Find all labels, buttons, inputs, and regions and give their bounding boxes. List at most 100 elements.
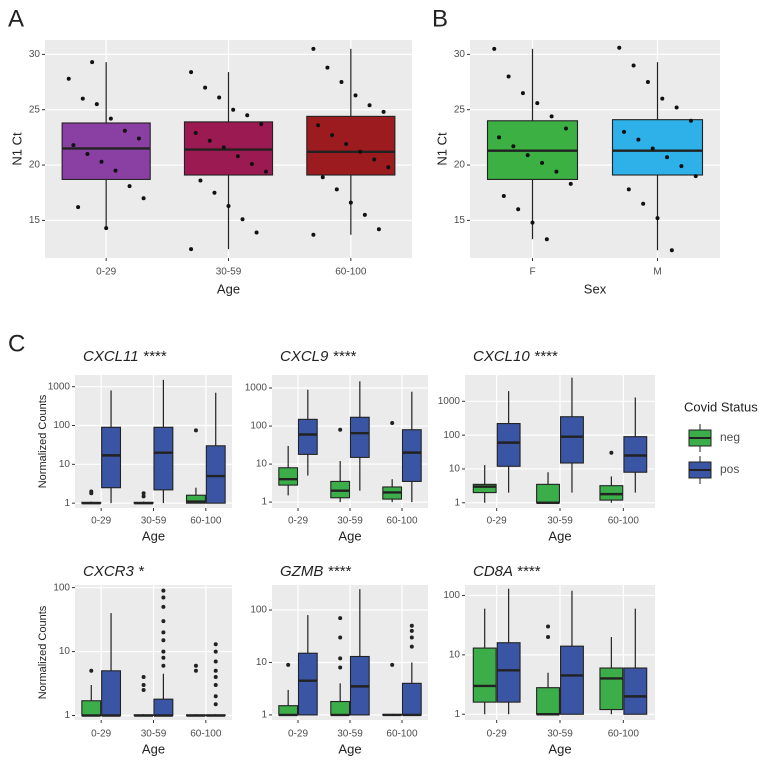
outlier xyxy=(161,619,166,624)
outlier xyxy=(213,675,218,680)
box xyxy=(330,700,351,716)
outlier xyxy=(161,663,166,668)
x-tick-label: 0-29 xyxy=(487,516,507,527)
outlier xyxy=(390,662,395,667)
jitter-point xyxy=(122,128,127,133)
y-tick-label: 10 xyxy=(449,464,461,475)
outlier xyxy=(213,659,218,664)
x-tick-label: 30-59 xyxy=(337,729,363,740)
jitter-point xyxy=(362,212,367,217)
jitter-point xyxy=(568,181,573,186)
x-axis-title: Age xyxy=(142,528,165,543)
outlier xyxy=(213,682,218,687)
box xyxy=(205,445,226,504)
box xyxy=(297,652,318,716)
x-tick-label: 30-59 xyxy=(547,729,573,740)
x-tick-label: 30-59 xyxy=(337,516,363,527)
jitter-point xyxy=(679,164,684,169)
x-tick-label: 0-29 xyxy=(288,516,308,527)
jitter-point xyxy=(212,190,217,195)
jitter-point xyxy=(650,146,655,151)
x-tick-label: 30-59 xyxy=(216,267,242,278)
outlier xyxy=(286,662,291,667)
jitter-point xyxy=(381,109,386,114)
box xyxy=(496,423,521,467)
outlier xyxy=(213,702,218,707)
jitter-point xyxy=(108,116,113,121)
box xyxy=(153,698,174,717)
jitter-point xyxy=(665,155,670,160)
x-tick-label: 60-100 xyxy=(386,516,418,527)
box xyxy=(496,642,521,703)
outlier xyxy=(546,624,551,629)
box xyxy=(297,418,318,455)
jitter-point xyxy=(141,196,146,201)
jitter-point xyxy=(626,187,631,192)
box xyxy=(101,670,122,717)
y-tick-label: 10 xyxy=(449,649,461,660)
jitter-point xyxy=(511,144,516,149)
jitter-point xyxy=(334,187,339,192)
jitter-point xyxy=(104,226,109,231)
jitter-point xyxy=(520,91,525,96)
y-tick-label: 10 xyxy=(59,459,71,470)
jitter-point xyxy=(641,201,646,206)
jitter-point xyxy=(136,136,141,141)
jitter-point xyxy=(231,107,236,112)
outlier xyxy=(338,656,343,661)
x-axis-title: Age xyxy=(142,741,165,756)
outlier xyxy=(141,675,146,680)
outlier xyxy=(338,427,343,432)
box xyxy=(599,667,624,711)
jitter-point xyxy=(372,157,377,162)
outlier xyxy=(161,595,166,600)
x-axis-title: Age xyxy=(217,281,240,296)
x-tick-label: F xyxy=(529,267,535,278)
jitter-point xyxy=(501,194,506,199)
jitter-point xyxy=(636,137,641,142)
y-tick-label: 30 xyxy=(29,49,41,60)
box xyxy=(401,682,422,716)
box xyxy=(81,700,102,717)
y-tick-label: 15 xyxy=(29,215,41,226)
y-tick-label: 100 xyxy=(443,590,460,601)
x-axis-title: Sex xyxy=(584,281,607,296)
outlier xyxy=(161,638,166,643)
x-tick-label: 60-100 xyxy=(335,267,367,278)
jitter-point xyxy=(669,248,674,253)
x-tick-label: 60-100 xyxy=(608,516,640,527)
jitter-point xyxy=(544,237,549,242)
outlier xyxy=(546,634,551,639)
jitter-point xyxy=(674,105,679,110)
jitter-point xyxy=(688,118,693,123)
box xyxy=(536,687,560,715)
jitter-point xyxy=(497,135,502,140)
x-tick-label: 0-29 xyxy=(288,729,308,740)
x-tick-label: 60-100 xyxy=(190,729,222,740)
jitter-point xyxy=(655,216,660,221)
y-tick-label: 25 xyxy=(29,104,41,115)
jitter-point xyxy=(259,122,264,127)
jitter-point xyxy=(249,161,254,166)
outlier xyxy=(609,450,614,455)
box xyxy=(599,485,624,501)
y-tick-label: 20 xyxy=(29,160,41,171)
outlier xyxy=(390,421,395,426)
y-tick-label: 30 xyxy=(454,49,466,60)
jitter-point xyxy=(198,178,203,183)
box xyxy=(401,429,422,482)
jitter-point xyxy=(90,60,95,65)
jitter-point xyxy=(339,80,344,85)
jitter-point xyxy=(693,174,698,179)
x-tick-label: 30-59 xyxy=(547,516,573,527)
box xyxy=(278,705,299,716)
jitter-point xyxy=(221,145,226,150)
x-tick-label: 30-59 xyxy=(141,516,167,527)
y-tick-label: 1 xyxy=(261,710,267,721)
outlier xyxy=(213,668,218,673)
outlier xyxy=(141,688,146,693)
chart-title: CXCL11 **** xyxy=(83,348,167,365)
jitter-point xyxy=(617,45,622,50)
outlier xyxy=(161,649,166,654)
